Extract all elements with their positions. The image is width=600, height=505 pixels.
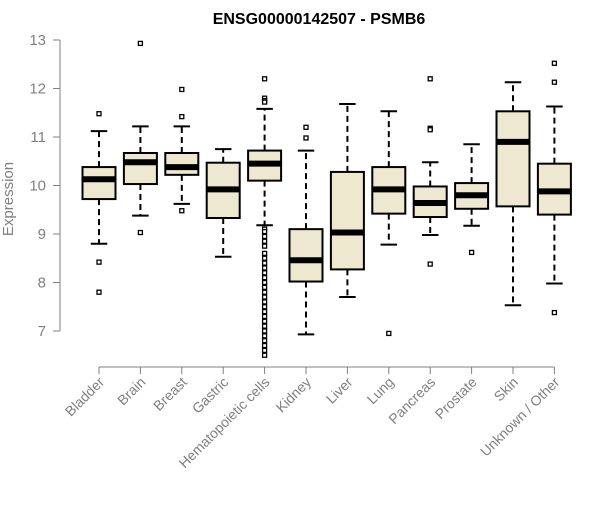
box-iqr [329,170,365,271]
outlier-point [261,265,268,271]
outlier-point [179,86,185,93]
box-group [495,81,531,307]
outlier-point [261,299,268,305]
outlier-point [261,243,268,249]
outlier-point [261,270,268,276]
outlier-point [261,284,268,291]
box-group [329,103,365,299]
box-group [205,148,241,258]
outlier-point [427,127,433,133]
boxes [81,40,572,358]
box-iqr [81,166,117,201]
y-tick-label: 9 [38,226,46,243]
outlier-point [303,124,309,130]
y-tick-label: 8 [38,275,46,292]
outlier-point [96,259,102,265]
category-label: Brain [114,374,148,408]
outlier-point [179,208,185,214]
outlier-point [427,261,433,267]
outlier-point [261,304,268,310]
outlier-point [261,233,268,240]
outlier-point [261,260,268,266]
outlier-point [96,111,102,117]
outlier-point [261,274,268,281]
box-group [122,40,158,236]
outlier-point [261,289,268,295]
y-tick-label: 10 [29,178,46,195]
y-tick-label: 11 [30,129,46,146]
outlier-point [261,76,268,82]
box-group [288,124,324,336]
outlier-point [261,294,268,300]
category-label: Bladder [62,374,108,420]
outlier-point [137,40,144,47]
category-label: Skin [491,374,522,405]
box-group [247,76,283,358]
outlier-point [261,323,268,329]
outlier-point [261,333,268,339]
outlier-point [261,228,268,235]
outlier-point [261,255,268,261]
outlier-point [261,352,268,358]
box-group [412,76,448,267]
outlier-point [551,79,558,85]
outlier-point [261,308,268,315]
outlier-point [179,113,185,120]
outlier-point [261,328,268,334]
category-label: Lung [364,374,397,407]
outlier-point [551,309,558,316]
chart-title: ENSG00000142507 - PSMB6 [213,11,426,28]
outlier-point [303,135,309,141]
category-label: Breast [150,374,190,414]
category-label: Liver [323,374,356,407]
outlier-point [261,318,268,324]
category-label: Kidney [273,374,315,416]
outlier-point [261,342,268,349]
outlier-point [261,99,268,105]
y-tick-label: 7 [38,323,46,340]
box-iqr [288,228,324,283]
outlier-point [261,347,268,354]
outlier-point [261,279,268,286]
outlier-point [261,238,268,244]
outlier-point [261,338,268,344]
box-group [81,111,117,295]
box-group [164,86,200,214]
y-tick-label: 13 [29,32,46,49]
outlier-point [137,229,144,236]
outlier-point [386,330,392,337]
outlier-point [551,60,558,66]
category-label: Prostate [432,374,480,422]
y-axis-label: Expression [0,162,17,236]
box-group [454,143,490,256]
box-iqr [122,152,158,186]
box-iqr [495,110,531,208]
axes: 7 8 9 10 11 12 13 [29,32,555,374]
category-label: Unknown / Other [477,374,563,460]
outlier-point [261,313,268,320]
outlier-point [427,76,433,82]
y-tick-label: 12 [29,81,46,98]
box-iqr [164,152,200,176]
box-group [536,60,572,316]
outlier-point [468,249,475,256]
outlier-point [261,250,268,257]
outlier-point [96,289,102,295]
box-group [371,110,407,337]
